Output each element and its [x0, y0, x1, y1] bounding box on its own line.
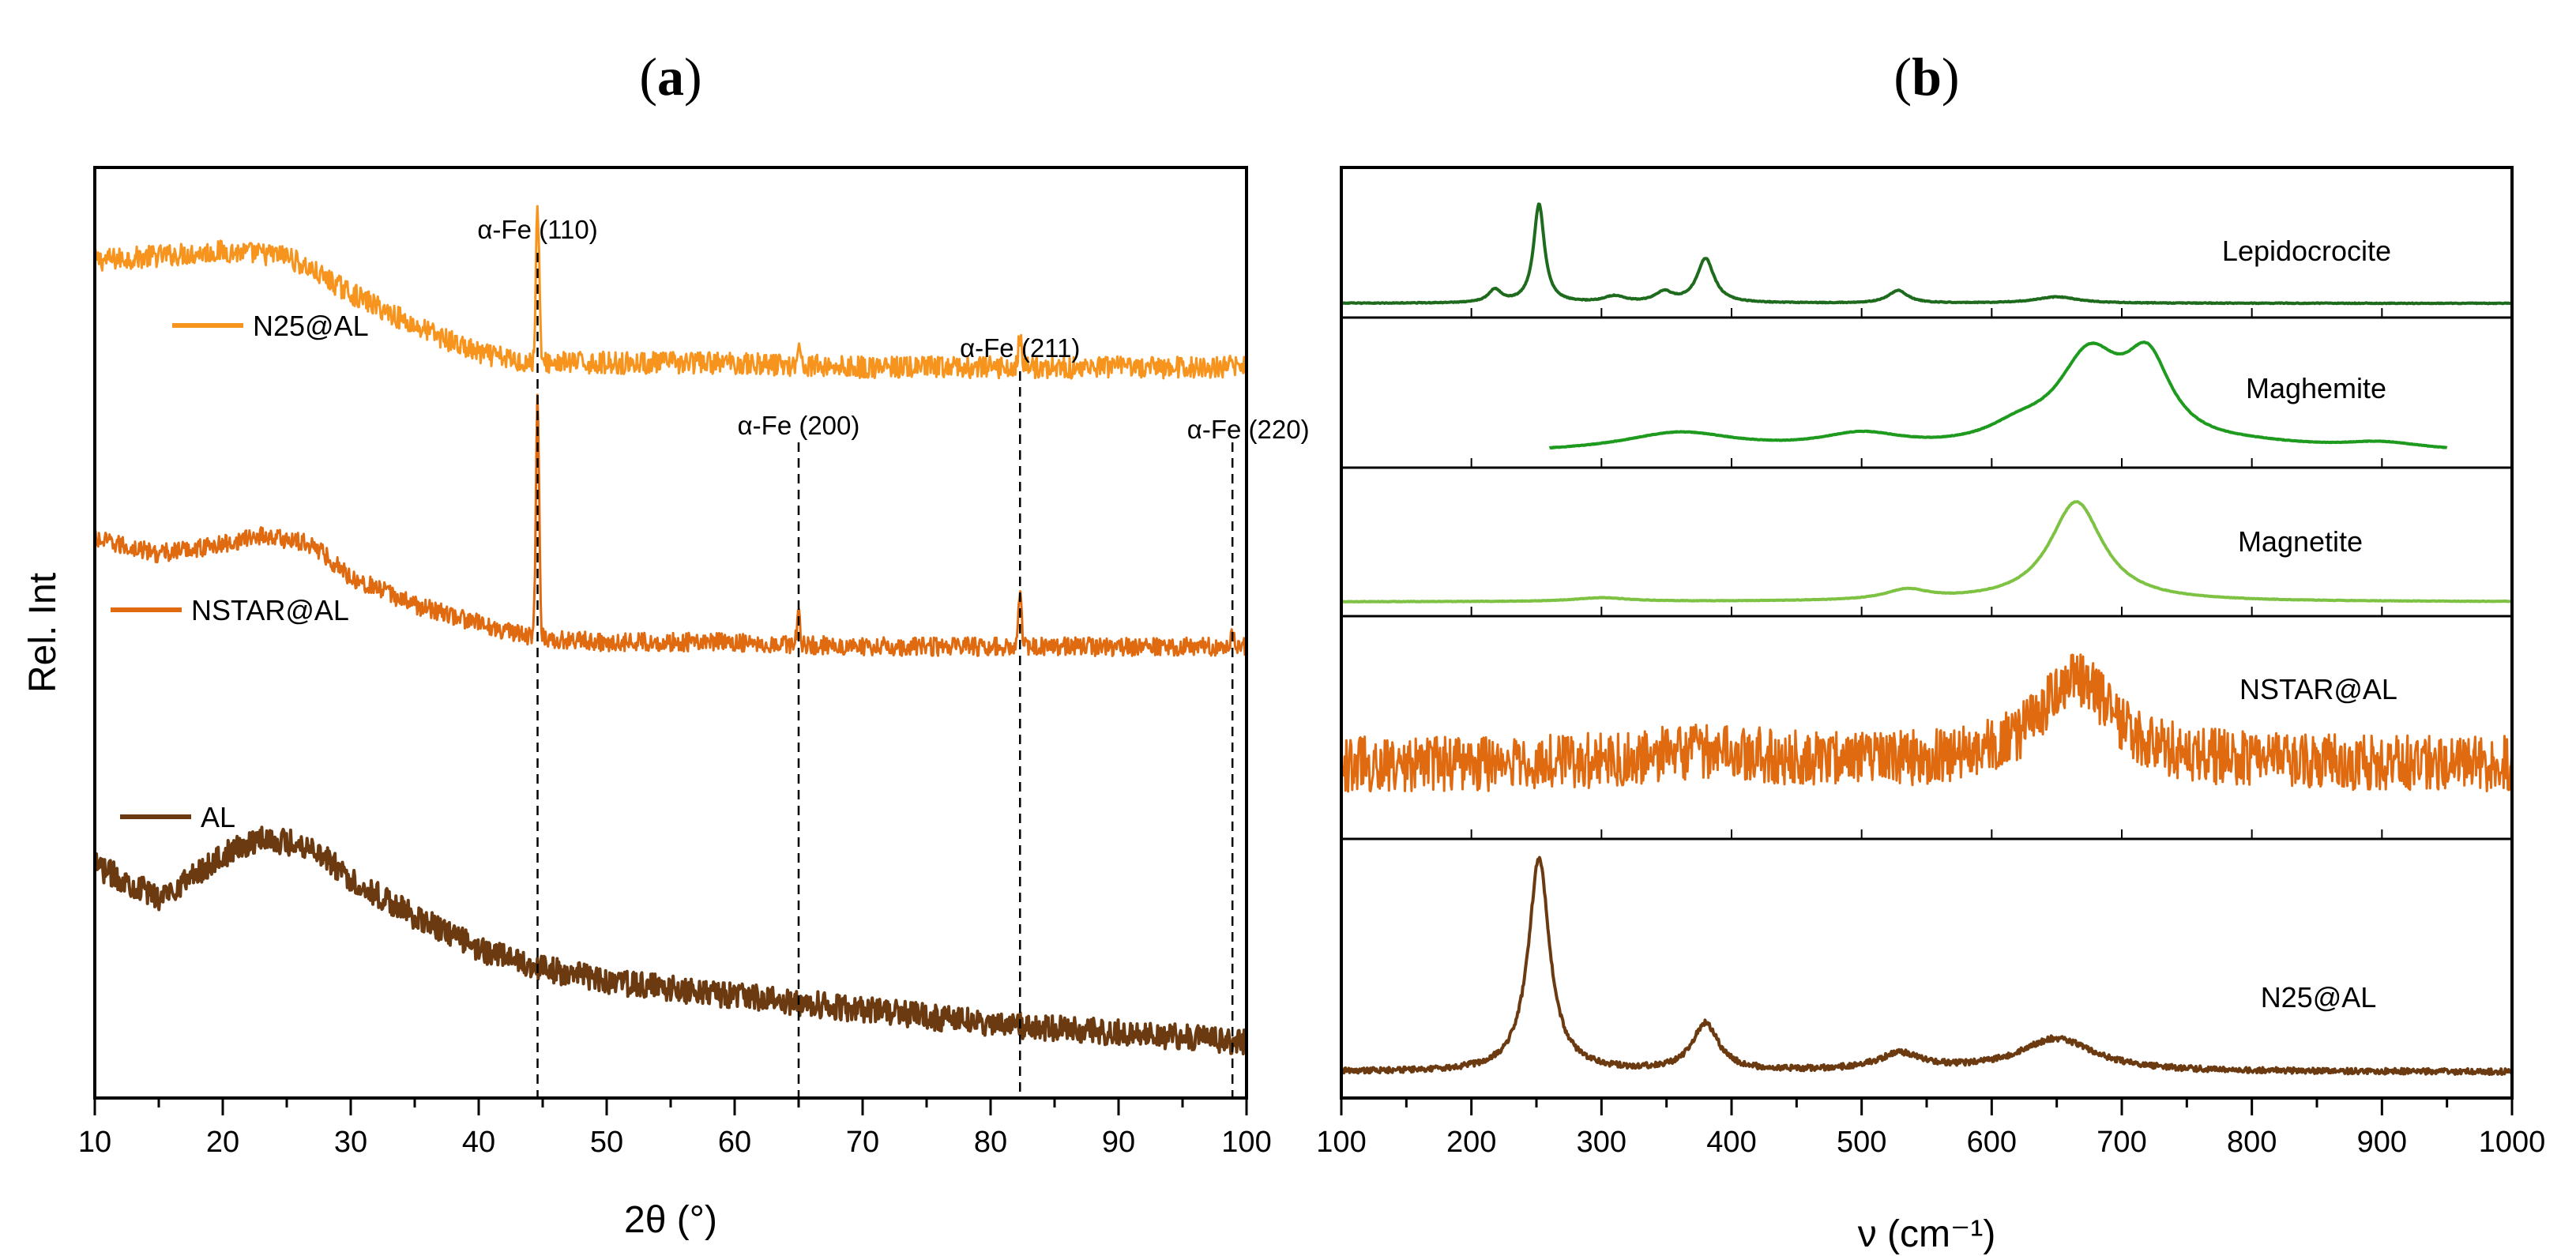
x-tick-label: 60 [718, 1126, 751, 1159]
x-tick-label: 100 [1316, 1126, 1366, 1159]
x-tick-label: 80 [974, 1126, 1007, 1159]
panel-b-chart: (b) Lepidocrocite Maghemite Magnetite NSTAR@… [1316, 47, 2545, 1255]
series-b-lepidocrocite [1341, 202, 2513, 306]
x-tick-label: 700 [2097, 1126, 2146, 1159]
trace-label: N25@AL [2261, 981, 2377, 1013]
x-tick-label: 40 [462, 1126, 495, 1159]
x-axis-title: 2θ (°) [624, 1199, 717, 1241]
x-tick-label: 500 [1837, 1126, 1886, 1159]
series-a-nstar-al [93, 393, 1247, 657]
trace-label: Lepidocrocite [2222, 235, 2391, 267]
series-b-n25-al [1341, 856, 2514, 1077]
x-tick-label: 1000 [2479, 1126, 2546, 1159]
x-tick-label: 400 [1706, 1126, 1756, 1159]
x-tick-label: 20 [206, 1126, 239, 1159]
trace-label: NSTAR@AL [2239, 673, 2397, 705]
series-b-magnetite [1341, 500, 2513, 604]
series-a-n25-al [93, 205, 1248, 380]
legend-label: AL [201, 801, 235, 833]
x-tick-label: 100 [1221, 1126, 1271, 1159]
x-tick-label: 900 [2357, 1126, 2407, 1159]
trace-label: Magnetite [2238, 525, 2363, 558]
reference-line-label: α-Fe (220) [1187, 415, 1310, 444]
reference-line-label: α-Fe (200) [738, 411, 860, 440]
x-tick-label: 10 [78, 1126, 111, 1159]
reference-line-label: α-Fe (110) [477, 215, 597, 244]
series-a-al [93, 825, 1248, 1056]
series-b-maghemite [1548, 340, 2448, 449]
series-b-nstar-al [1340, 653, 2514, 793]
x-tick-label: 800 [2227, 1126, 2277, 1159]
y-axis-title: Rel. Int [22, 573, 64, 693]
panel-a-title: (a) [639, 47, 701, 107]
panel-a-chart: (a) α-Fe (110) α-Fe (200) α-Fe (211) α-Fe (2… [22, 47, 1310, 1241]
trace-label: Maghemite [2246, 372, 2386, 404]
x-tick-label: 50 [590, 1126, 623, 1159]
panel-b-frame [1340, 166, 2514, 1100]
panel-a-frame [93, 166, 1248, 1100]
x-axis-title-b: ν (cm⁻¹) [1858, 1213, 1996, 1255]
x-tick-label: 300 [1577, 1126, 1626, 1159]
x-tick-label: 90 [1102, 1126, 1135, 1159]
x-tick-label: 30 [334, 1126, 367, 1159]
reference-line-label: α-Fe (211) [960, 333, 1080, 363]
x-tick-label: 70 [846, 1126, 879, 1159]
legend-label: N25@AL [253, 310, 369, 342]
panel-b-title: (b) [1893, 47, 1959, 107]
legend-label: NSTAR@AL [191, 594, 349, 626]
x-tick-label: 600 [1967, 1126, 2017, 1159]
x-tick-label: 200 [1446, 1126, 1496, 1159]
